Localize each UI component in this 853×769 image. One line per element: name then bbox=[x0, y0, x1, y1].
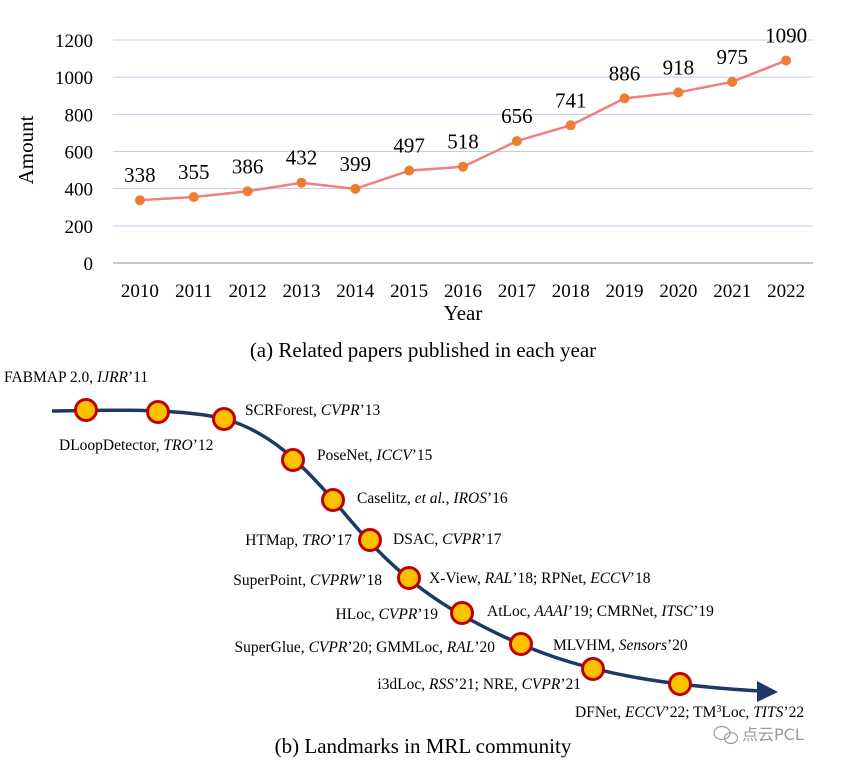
data-point bbox=[619, 93, 630, 104]
data-label: 656 bbox=[501, 104, 533, 128]
x-tick-label: 2014 bbox=[336, 281, 375, 302]
timeline-marker bbox=[450, 601, 474, 625]
data-label: 355 bbox=[178, 160, 210, 184]
landmark-label: PoseNet, ICCV’15 bbox=[317, 447, 433, 464]
data-point bbox=[727, 76, 738, 87]
landmark-label: Caselitz, et al., IROS’16 bbox=[357, 490, 508, 507]
series-points bbox=[134, 55, 792, 206]
caption-a: (a) Related papers published in each yea… bbox=[250, 338, 596, 362]
x-tick-labels: 2010 2011 2012 2013 2014 2015 2016 2017 2018 2019… bbox=[121, 281, 805, 302]
x-tick-label: 2013 bbox=[282, 281, 320, 302]
y-tick-labels: 0 200 400 600 800 1000 1200 bbox=[55, 31, 93, 275]
landmark-label: HTMap, TRO’17 bbox=[245, 532, 352, 549]
data-point bbox=[242, 186, 253, 197]
x-tick-label: 2012 bbox=[229, 281, 267, 302]
data-label: 518 bbox=[447, 130, 479, 154]
x-tick-label: 2021 bbox=[713, 281, 751, 302]
landmark-label: DFNet, ECCV’22; TM3Loc, TITS’22 bbox=[575, 704, 804, 722]
y-tick-label: 800 bbox=[65, 105, 94, 126]
data-label: 741 bbox=[555, 88, 587, 112]
timeline-marker bbox=[74, 398, 98, 422]
data-label: 497 bbox=[393, 134, 425, 158]
landmark-label: FABMAP 2.0, IJRR’11 bbox=[4, 369, 148, 386]
timeline-labels: FABMAP 2.0, IJRR’11 DLoopDetector, TRO’12… bbox=[4, 369, 804, 721]
watermark: 点云PCL bbox=[713, 725, 804, 745]
timeline-marker bbox=[397, 566, 421, 590]
landmark-label: DLoopDetector, TRO’12 bbox=[59, 437, 213, 454]
data-label: 975 bbox=[716, 45, 748, 69]
timeline-marker bbox=[146, 400, 170, 424]
data-point bbox=[565, 120, 576, 131]
y-tick-label: 400 bbox=[65, 180, 94, 201]
landmark-label: SuperGlue, CVPR’20; GMMLoc, RAL’20 bbox=[235, 639, 496, 656]
timeline-marker bbox=[509, 632, 533, 656]
timeline-marker bbox=[212, 407, 236, 431]
data-label: 886 bbox=[609, 61, 641, 85]
y-tick-label: 1000 bbox=[55, 68, 93, 89]
data-label: 386 bbox=[232, 154, 264, 178]
data-point bbox=[188, 192, 199, 203]
data-point bbox=[134, 195, 145, 206]
x-axis-title: Year bbox=[444, 301, 483, 325]
data-point bbox=[350, 183, 361, 194]
gridlines bbox=[113, 39, 813, 264]
landmark-label: i3dLoc, RSS’21; NRE, CVPR’21 bbox=[377, 676, 581, 693]
y-tick-label: 0 bbox=[84, 254, 94, 275]
landmark-label: MLVHM, Sensors’20 bbox=[553, 637, 688, 654]
data-label: 918 bbox=[663, 55, 695, 79]
x-tick-label: 2019 bbox=[606, 281, 644, 302]
x-tick-label: 2018 bbox=[552, 281, 590, 302]
x-tick-label: 2022 bbox=[767, 281, 805, 302]
timeline-marker bbox=[581, 657, 605, 681]
data-point bbox=[781, 55, 792, 66]
data-labels: 338 355 386 432 399 497 518 656 741 886 918 975 1090 bbox=[124, 23, 807, 187]
y-tick-label: 600 bbox=[65, 143, 94, 164]
x-tick-label: 2011 bbox=[175, 281, 212, 302]
x-tick-label: 2016 bbox=[444, 281, 482, 302]
y-tick-label: 1200 bbox=[55, 31, 93, 52]
y-tick-label: 200 bbox=[65, 217, 94, 238]
data-point bbox=[458, 161, 468, 172]
x-tick-label: 2020 bbox=[659, 281, 697, 302]
watermark-text: 点云PCL bbox=[742, 725, 804, 744]
x-tick-label: 2010 bbox=[121, 281, 159, 302]
landmark-label: AtLoc, AAAI’19; CMRNet, ITSC’19 bbox=[487, 603, 714, 620]
data-label: 399 bbox=[340, 152, 372, 176]
data-label: 1090 bbox=[765, 23, 807, 47]
timeline-marker bbox=[668, 672, 692, 696]
arrowhead bbox=[757, 681, 778, 702]
data-point bbox=[673, 87, 684, 98]
data-point bbox=[296, 177, 307, 188]
landmark-label: SCRForest, CVPR’13 bbox=[245, 402, 380, 419]
data-point bbox=[511, 136, 522, 147]
data-point bbox=[404, 165, 415, 176]
landmark-label: X-View, RAL’18; RPNet, ECCV’18 bbox=[429, 570, 651, 587]
landmark-label: DSAC, CVPR’17 bbox=[393, 531, 502, 548]
wechat-icon bbox=[713, 725, 739, 745]
timeline-marker bbox=[321, 488, 345, 512]
y-axis-title: Amount bbox=[14, 115, 38, 184]
x-tick-label: 2017 bbox=[498, 281, 536, 302]
timeline-markers bbox=[74, 398, 692, 696]
data-label: 338 bbox=[124, 163, 156, 187]
caption-b: (b) Landmarks in MRL community bbox=[275, 734, 572, 758]
x-tick-label: 2015 bbox=[390, 281, 428, 302]
landmark-timeline: FABMAP 2.0, IJRR’11 DLoopDetector, TRO’12… bbox=[4, 369, 804, 721]
landmark-label: HLoc, CVPR’19 bbox=[336, 606, 439, 623]
timeline-marker bbox=[281, 448, 305, 472]
data-label: 432 bbox=[286, 146, 318, 170]
timeline-marker bbox=[358, 528, 382, 552]
landmark-label: SuperPoint, CVPRW’18 bbox=[233, 572, 382, 589]
